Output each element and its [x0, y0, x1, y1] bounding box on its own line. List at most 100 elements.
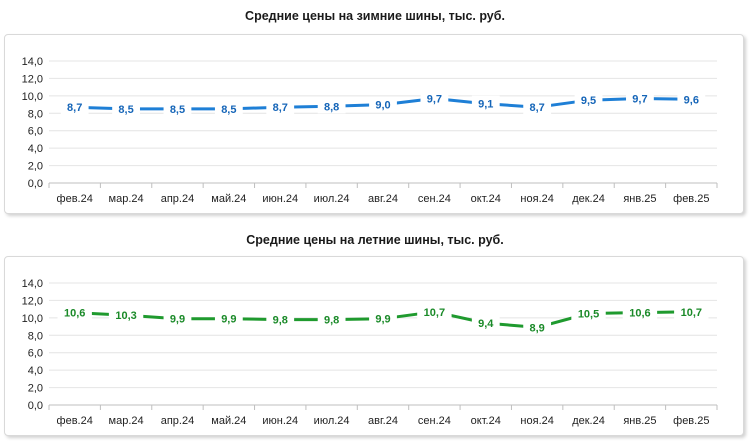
summer-chart-panel: 0,0 2,0 4,0 6,0 8,0 10,0 12,0 14,0 фев.24 мар.24 а…	[4, 256, 744, 436]
winter-x-tick-label: фев.25	[673, 193, 709, 205]
summer-y-tick-label: 6,0	[28, 348, 43, 360]
winter-x-tick-label: ноя.24	[520, 193, 553, 205]
summer-data-label: 9,8	[273, 315, 288, 327]
winter-data-label-background	[369, 96, 397, 112]
winter-data-label: 9,1	[478, 99, 493, 111]
winter-x-tick-label: май.24	[211, 193, 246, 205]
summer-x-tick-label: авг.24	[368, 415, 398, 427]
winter-x-tick-label: апр.24	[161, 193, 194, 205]
winter-y-tick-label: 0,0	[28, 178, 43, 190]
winter-y-tick-label: 8,0	[28, 108, 43, 120]
summer-data-label: 10,5	[578, 309, 599, 321]
summer-data-label-background	[369, 310, 397, 326]
summer-data-label-background	[214, 310, 243, 326]
winter-chart-plot: 0,0 2,0 4,0 6,0 8,0 10,0 12,0 14,0 фев.24 мар.24 а…	[22, 56, 718, 205]
summer-data-label: 10,7	[424, 307, 445, 319]
summer-data-label-background	[523, 319, 552, 335]
winter-data-label-background	[112, 100, 140, 116]
winter-data-label: 8,5	[221, 104, 236, 116]
winter-x-tick-label: июн.24	[262, 193, 298, 205]
summer-x-tick-label: янв.25	[623, 415, 656, 427]
summer-y-tick-label: 10,0	[22, 313, 43, 325]
summer-data-label: 9,9	[375, 314, 390, 326]
winter-data-label: 8,7	[530, 102, 545, 114]
summer-y-tick-label: 8,0	[28, 330, 43, 342]
summer-y-tick-label: 4,0	[28, 365, 43, 377]
winter-chart-panel: 0,0 2,0 4,0 6,0 8,0 10,0 12,0 14,0 фев.24 мар.24 а…	[4, 34, 744, 214]
summer-x-tick-label: сен.24	[418, 415, 451, 427]
winter-data-label: 8,7	[67, 102, 82, 114]
winter-data-label: 9,7	[427, 93, 442, 105]
winter-data-label: 9,0	[375, 100, 390, 112]
summer-data-label-background	[674, 303, 709, 319]
winter-x-tick-label: июл.24	[314, 193, 350, 205]
winter-y-tick-label: 6,0	[28, 126, 43, 138]
summer-y-tick-label: 2,0	[28, 383, 43, 395]
summer-data-label-background	[266, 311, 295, 327]
winter-data-label-background	[523, 99, 552, 115]
summer-data-label: 10,6	[64, 308, 85, 320]
winter-x-tick-label: дек.24	[572, 193, 605, 205]
winter-y-tick-label: 2,0	[28, 161, 43, 173]
summer-x-tick-label: июл.24	[314, 415, 350, 427]
summer-data-label-background	[417, 303, 452, 319]
winter-y-tick-label: 14,0	[22, 56, 43, 68]
winter-data-label-background	[163, 100, 192, 116]
summer-data-label-background	[163, 310, 192, 326]
summer-data-label: 10,6	[629, 308, 650, 320]
summer-data-label-background	[622, 304, 658, 320]
winter-x-tick-label: окт.24	[471, 193, 501, 205]
summer-chart-plot: 0,0 2,0 4,0 6,0 8,0 10,0 12,0 14,0 фев.24 мар.24 а…	[22, 278, 718, 427]
winter-data-label-background	[214, 100, 243, 116]
winter-data-label: 9,7	[632, 93, 647, 105]
winter-x-tick-label: авг.24	[368, 193, 398, 205]
winter-y-tick-label: 12,0	[22, 73, 43, 85]
summer-data-label: 9,9	[221, 314, 236, 326]
winter-data-label-background	[317, 98, 346, 114]
summer-data-label: 9,9	[170, 314, 185, 326]
winter-data-label: 8,5	[118, 104, 133, 116]
summer-x-tick-label: ноя.24	[520, 415, 553, 427]
summer-y-tick-label: 14,0	[22, 278, 43, 290]
winter-data-label: 8,5	[170, 104, 185, 116]
winter-x-tick-label: янв.25	[623, 193, 656, 205]
winter-data-label: 9,5	[581, 95, 596, 107]
summer-y-tick-label: 12,0	[22, 295, 43, 307]
summer-x-tick-label: фев.25	[673, 415, 709, 427]
summer-data-label: 10,3	[115, 310, 136, 322]
winter-data-label-background	[420, 90, 449, 106]
summer-x-tick-label: июн.24	[262, 415, 298, 427]
winter-data-label-background	[471, 95, 500, 111]
winter-data-label-background	[626, 90, 654, 106]
summer-x-tick-label: фев.24	[57, 415, 93, 427]
winter-x-tick-label: мар.24	[109, 193, 144, 205]
summer-x-tick-label: мар.24	[109, 415, 144, 427]
winter-data-label-background	[266, 99, 295, 115]
summer-data-label: 10,7	[681, 307, 702, 319]
summer-data-label-background	[57, 304, 92, 320]
winter-data-label-background	[574, 92, 603, 108]
summer-data-label-background	[108, 307, 144, 323]
winter-data-label-background	[677, 91, 706, 107]
winter-data-label: 8,7	[273, 102, 288, 114]
summer-x-tick-label: апр.24	[161, 415, 194, 427]
winter-data-label: 8,8	[324, 101, 339, 113]
summer-data-label: 8,9	[530, 322, 545, 334]
summer-x-tick-label: окт.24	[471, 415, 501, 427]
winter-x-tick-label: сен.24	[418, 193, 451, 205]
summer-data-label: 9,4	[478, 318, 494, 330]
summer-y-tick-label: 0,0	[28, 400, 43, 412]
winter-data-label: 9,6	[684, 94, 699, 106]
winter-y-tick-label: 4,0	[28, 143, 43, 155]
winter-y-tick-label: 10,0	[22, 91, 43, 103]
winter-data-label-background	[60, 99, 89, 115]
summer-x-tick-label: май.24	[211, 415, 246, 427]
summer-data-label-background	[317, 311, 346, 327]
summer-x-tick-label: дек.24	[572, 415, 605, 427]
winter-chart-title: Средние цены на зимние шины, тыс. руб.	[245, 9, 505, 23]
winter-x-tick-label: фев.24	[57, 193, 93, 205]
summer-data-label-background	[571, 305, 606, 321]
summer-chart-title: Средние цены на летние шины, тыс. руб.	[246, 233, 504, 247]
summer-data-label-background	[471, 315, 500, 331]
summer-data-label: 9,8	[324, 315, 339, 327]
